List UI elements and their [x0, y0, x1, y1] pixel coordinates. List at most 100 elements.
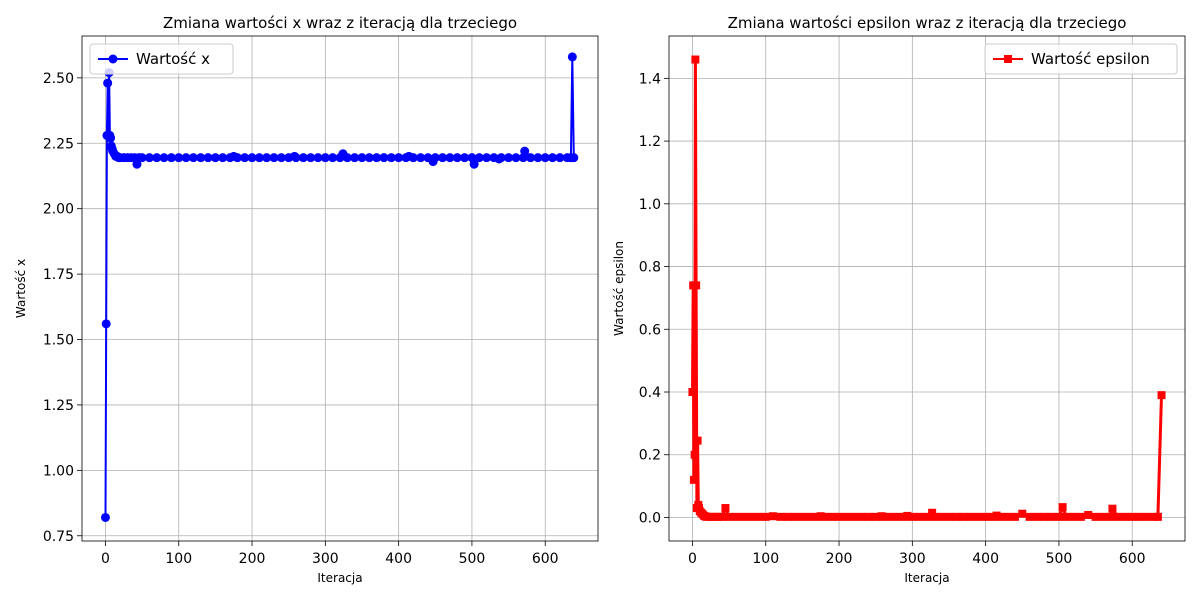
data-point — [445, 153, 455, 163]
data-point — [203, 153, 213, 163]
legend-label: Wartość epsilon — [1031, 50, 1150, 68]
data-point — [1076, 512, 1085, 521]
data-point — [1025, 512, 1034, 521]
y-tick-label: 2.00 — [43, 202, 74, 218]
x-tick-label: 600 — [1119, 551, 1146, 567]
data-point — [754, 512, 763, 521]
data-point — [864, 512, 873, 521]
data-point — [159, 153, 169, 163]
data-point — [879, 512, 888, 521]
plot-frame — [81, 35, 599, 542]
data-point — [188, 153, 198, 163]
data-point — [416, 153, 426, 163]
data-point — [313, 153, 323, 163]
x-tick-label: 0 — [101, 551, 110, 567]
data-point — [857, 512, 866, 521]
legend: Wartość epsilon — [984, 43, 1178, 75]
data-point — [849, 512, 858, 521]
data-point — [1058, 503, 1067, 512]
chart-panel-2: 0 100 200 300 400 500 600 0.0 0.2 0.4 0.6 0.8 1.0 1.2… — [612, 14, 1186, 585]
data-point — [928, 508, 937, 517]
data-point — [903, 511, 912, 520]
data-point — [1157, 391, 1166, 400]
data-point — [137, 153, 147, 163]
data-point — [247, 153, 257, 163]
data-point — [871, 512, 880, 521]
data-point — [372, 153, 382, 163]
x-tick-label: 0 — [688, 551, 697, 567]
y-tick-label: 2.50 — [43, 71, 74, 87]
data-point — [166, 153, 176, 163]
legend-box — [89, 43, 234, 75]
data-point — [548, 153, 558, 163]
y-tick-label: 0.2 — [639, 448, 661, 464]
data-point — [474, 153, 484, 163]
plot-frame — [668, 35, 1186, 542]
data-point — [739, 512, 748, 521]
data-point — [820, 512, 829, 521]
data-point — [1062, 512, 1071, 521]
data-point — [791, 512, 800, 521]
data-point — [540, 153, 550, 163]
data-point — [915, 512, 924, 521]
x-tick-label: 500 — [1046, 551, 1073, 567]
y-tick-label: 0.75 — [43, 529, 74, 545]
data-point — [511, 153, 521, 163]
data-point — [152, 153, 162, 163]
x-tick-label: 500 — [459, 551, 486, 567]
data-point — [100, 512, 110, 522]
data-point — [688, 388, 697, 397]
data-point — [1032, 512, 1041, 521]
data-point — [379, 153, 389, 163]
data-point — [364, 153, 374, 163]
x-tick-label: 200 — [239, 551, 266, 567]
data-point — [567, 52, 577, 62]
data-point — [555, 153, 565, 163]
x-axis-label: Iteracja — [317, 571, 362, 585]
data-point — [320, 153, 330, 163]
data-point — [1010, 512, 1019, 521]
x-tick-label: 100 — [165, 551, 192, 567]
data-point — [1018, 509, 1027, 518]
data-point — [504, 153, 514, 163]
data-point — [291, 153, 301, 163]
data-point — [776, 512, 785, 521]
data-point — [769, 512, 778, 521]
data-point — [232, 153, 242, 163]
data-point — [262, 153, 272, 163]
data-point — [144, 153, 154, 163]
data-point — [1135, 512, 1144, 521]
legend-marker — [1004, 55, 1012, 63]
x-tick-label: 300 — [312, 551, 339, 567]
data-point — [721, 504, 730, 513]
data-point — [394, 153, 404, 163]
y-tick-label: 2.25 — [43, 136, 74, 152]
x-tick-label: 600 — [532, 551, 559, 567]
data-point — [460, 153, 470, 163]
data-point — [717, 512, 726, 521]
data-point — [835, 512, 844, 521]
data-point — [520, 146, 530, 156]
data-point — [357, 153, 367, 163]
data-point — [886, 512, 895, 521]
data-point — [1047, 512, 1056, 521]
x-axis-label: Iteracja — [904, 571, 949, 585]
y-tick-label: 0.6 — [639, 322, 661, 338]
series-line — [691, 58, 1163, 519]
y-tick-label: 1.4 — [639, 71, 661, 87]
data-point — [1153, 512, 1162, 521]
data-point — [452, 153, 462, 163]
data-point — [1113, 512, 1122, 521]
data-point — [1040, 512, 1049, 521]
data-point — [761, 512, 770, 521]
x-tick-label: 400 — [972, 551, 999, 567]
data-point — [923, 512, 931, 521]
data-point — [805, 512, 814, 521]
data-point — [944, 512, 953, 521]
legend-label: Wartość x — [136, 50, 210, 68]
legend-box — [984, 43, 1178, 75]
data-point — [254, 153, 264, 163]
data-point — [269, 153, 279, 163]
data-point — [1142, 512, 1151, 521]
data-point — [430, 153, 440, 163]
